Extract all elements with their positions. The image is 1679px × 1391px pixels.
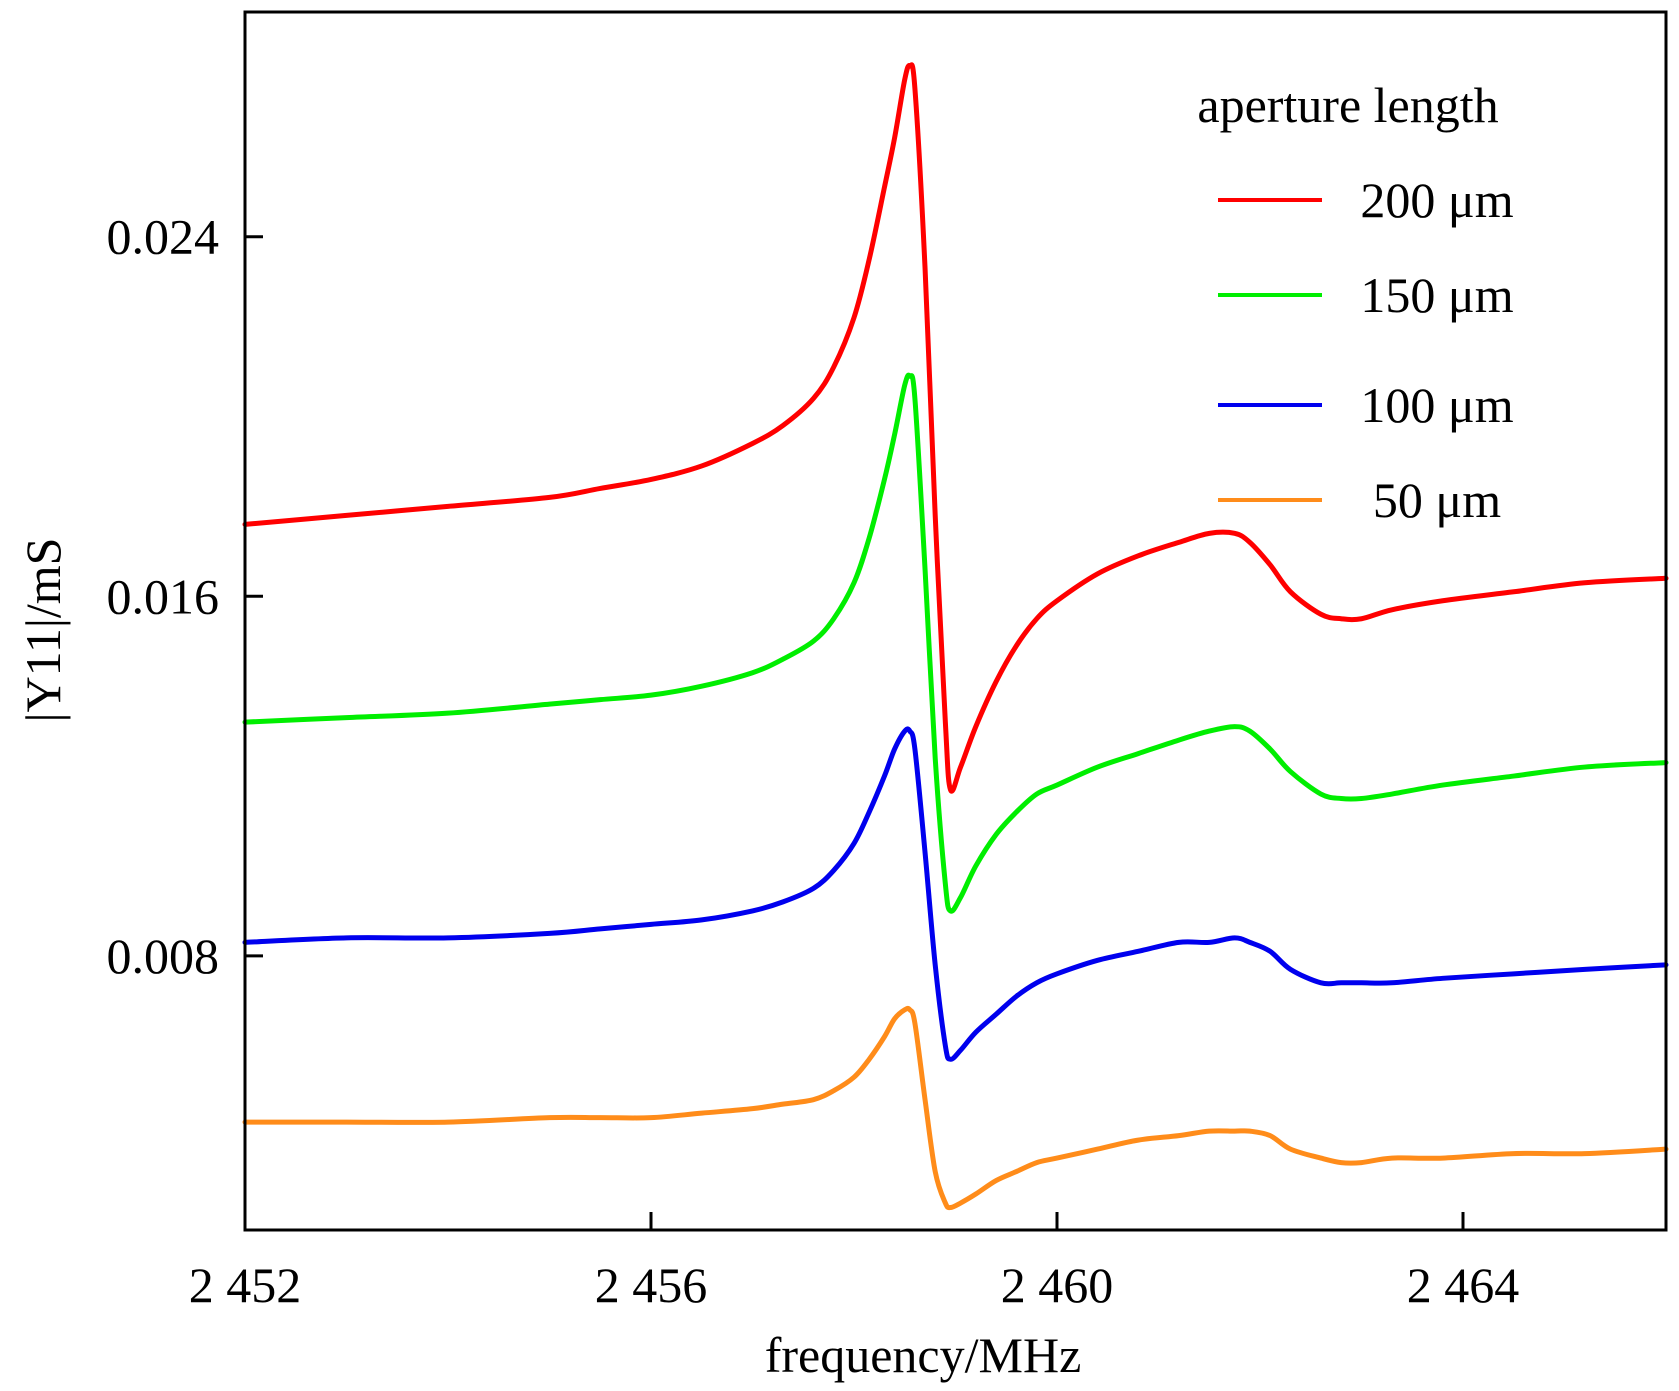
x-tick-label: 2 460 <box>1001 1257 1114 1313</box>
y-tick-label: 0.016 <box>107 568 220 624</box>
series-line-4 <box>242 1005 1669 1211</box>
legend-title: aperture length <box>1197 77 1498 133</box>
legend: aperture length 200 μm 150 μm 100 μm 50 μm <box>1197 77 1513 528</box>
x-axis-label: frequency/MHz <box>765 1327 1082 1383</box>
legend-label-1: 200 μm <box>1360 172 1513 228</box>
legend-label-2: 150 μm <box>1360 267 1513 323</box>
legend-label-3: 100 μm <box>1360 377 1513 433</box>
x-tick-label: 2 452 <box>189 1257 302 1313</box>
x-tick-label: 2 456 <box>595 1257 708 1313</box>
series-line-2 <box>242 372 1669 914</box>
y-tick-label: 0.024 <box>107 209 220 265</box>
ticks-layer: 2 452 2 456 2 460 2 464 0.008 0.016 0.024 <box>107 209 1520 1313</box>
series-layer <box>242 62 1669 1211</box>
series-line-1 <box>242 62 1669 794</box>
axes-layer <box>243 10 1668 1232</box>
y-axis-label: |Y11|/mS <box>15 538 71 723</box>
legend-label-4: 50 μm <box>1373 472 1501 528</box>
x-tick-label: 2 464 <box>1407 1257 1520 1313</box>
y-tick-label: 0.008 <box>107 928 220 984</box>
plot-frame <box>243 10 1668 1232</box>
series-line-3 <box>242 726 1669 1062</box>
